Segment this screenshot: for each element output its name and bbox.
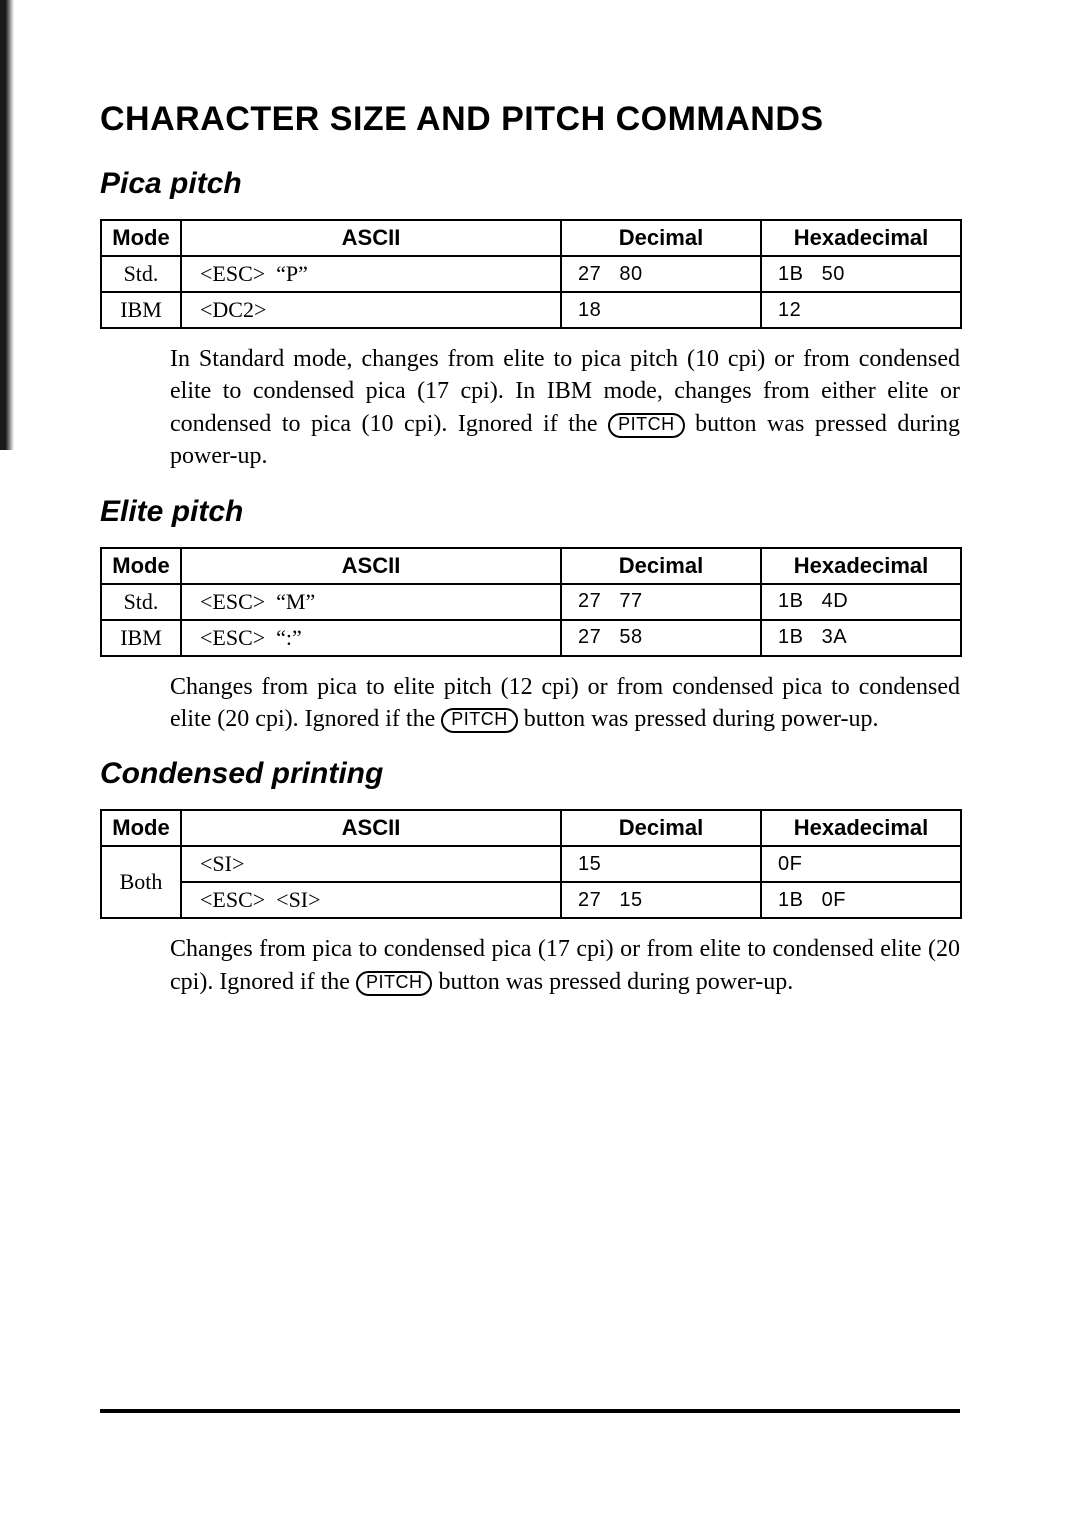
table-pica: Mode ASCII Decimal Hexadecimal Std. <ESC… (100, 219, 962, 329)
para-text-post: button was pressed during power-up. (518, 706, 879, 732)
table-row: Std. <ESC> “P” 27 80 1B 50 (101, 256, 961, 292)
para-condensed: Changes from pica to condensed pica (17 … (170, 933, 960, 998)
cell-hex: 1B 0F (761, 882, 961, 918)
section-heading-pica: Pica pitch (100, 167, 970, 201)
table-row: Both <SI> 15 0F (101, 846, 961, 882)
cell-mode: IBM (101, 292, 181, 328)
table-row: IBM <DC2> 18 12 (101, 292, 961, 328)
section-heading-elite: Elite pitch (100, 495, 970, 529)
cell-ascii: <SI> (181, 846, 561, 882)
table-elite: Mode ASCII Decimal Hexadecimal Std. <ESC… (100, 547, 962, 657)
table-header-row: Mode ASCII Decimal Hexadecimal (101, 548, 961, 584)
cell-mode: Std. (101, 584, 181, 620)
col-mode: Mode (101, 220, 181, 256)
cell-dec: 27 15 (561, 882, 761, 918)
col-mode: Mode (101, 548, 181, 584)
cell-ascii: <ESC> <SI> (181, 882, 561, 918)
pitch-button-pill: PITCH (608, 413, 685, 438)
cell-dec: 27 77 (561, 584, 761, 620)
cell-mode: IBM (101, 620, 181, 656)
col-ascii: ASCII (181, 220, 561, 256)
col-ascii: ASCII (181, 810, 561, 846)
col-hex: Hexadecimal (761, 220, 961, 256)
para-pica: In Standard mode, changes from elite to … (170, 343, 960, 473)
para-text-post: button was pressed during power-up. (432, 969, 793, 995)
cell-hex: 0F (761, 846, 961, 882)
cell-hex: 1B 4D (761, 584, 961, 620)
cell-ascii: <ESC> “P” (181, 256, 561, 292)
pitch-button-pill: PITCH (441, 708, 518, 733)
table-header-row: Mode ASCII Decimal Hexadecimal (101, 220, 961, 256)
col-hex: Hexadecimal (761, 810, 961, 846)
cell-ascii: <DC2> (181, 292, 561, 328)
table-condensed: Mode ASCII Decimal Hexadecimal Both <SI>… (100, 809, 962, 919)
cell-dec: 15 (561, 846, 761, 882)
col-dec: Decimal (561, 810, 761, 846)
table-row: <ESC> <SI> 27 15 1B 0F (101, 882, 961, 918)
col-hex: Hexadecimal (761, 548, 961, 584)
section-heading-condensed: Condensed printing (100, 757, 970, 791)
cell-hex: 1B 50 (761, 256, 961, 292)
cell-ascii: <ESC> “:” (181, 620, 561, 656)
col-ascii: ASCII (181, 548, 561, 584)
pitch-button-pill: PITCH (356, 971, 433, 996)
table-row: IBM <ESC> “:” 27 58 1B 3A (101, 620, 961, 656)
page: CHARACTER SIZE AND PITCH COMMANDS Pica p… (0, 0, 1080, 1533)
cell-ascii: <ESC> “M” (181, 584, 561, 620)
page-title: CHARACTER SIZE AND PITCH COMMANDS (100, 100, 970, 139)
cell-mode: Std. (101, 256, 181, 292)
col-dec: Decimal (561, 548, 761, 584)
cell-hex: 12 (761, 292, 961, 328)
cell-dec: 27 80 (561, 256, 761, 292)
cell-mode-merged: Both (101, 846, 181, 918)
cell-dec: 18 (561, 292, 761, 328)
footer-rule (100, 1409, 960, 1413)
table-row: Std. <ESC> “M” 27 77 1B 4D (101, 584, 961, 620)
table-header-row: Mode ASCII Decimal Hexadecimal (101, 810, 961, 846)
cell-dec: 27 58 (561, 620, 761, 656)
col-mode: Mode (101, 810, 181, 846)
para-elite: Changes from pica to elite pitch (12 cpi… (170, 671, 960, 736)
scan-artifact-left (0, 0, 14, 450)
cell-hex: 1B 3A (761, 620, 961, 656)
col-dec: Decimal (561, 220, 761, 256)
